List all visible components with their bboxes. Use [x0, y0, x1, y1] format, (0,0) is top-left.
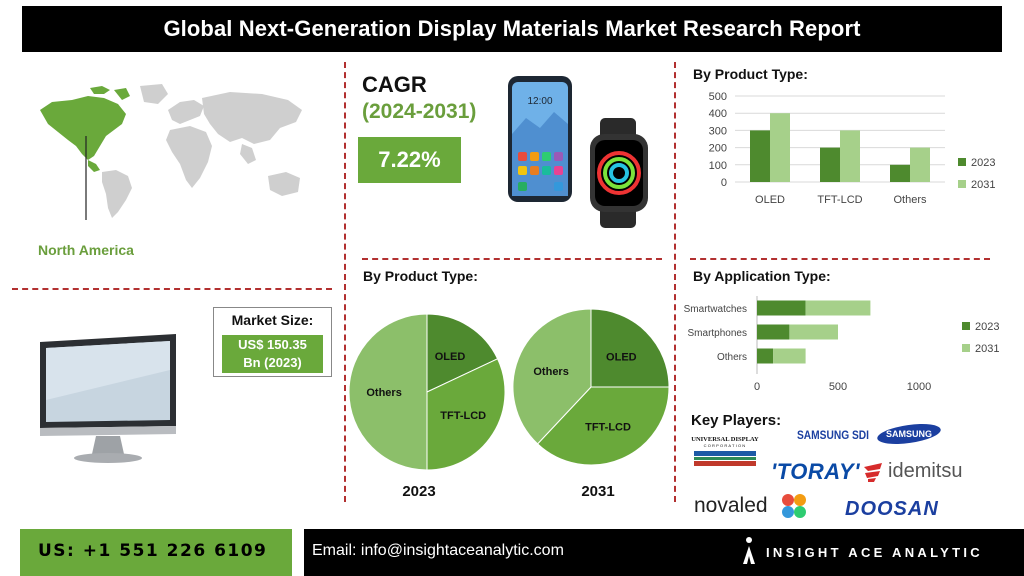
- hbar-chart-title: By Application Type:: [693, 268, 831, 284]
- hbar-others-2031: [773, 348, 806, 364]
- footer-phone: US: +1 551 226 6109: [38, 541, 268, 561]
- pie-label: Others: [533, 366, 568, 378]
- region-label: North America: [38, 242, 134, 258]
- hbar-others-2023: [757, 348, 774, 364]
- divider-middle: [362, 258, 662, 260]
- y-tick-label: 400: [709, 108, 727, 120]
- samsung-logo-text: SAMSUNG: [886, 429, 932, 439]
- hbar-smartphones-2023: [757, 324, 790, 340]
- bar-chart-title: By Product Type:: [693, 66, 808, 82]
- x-tick-label: OLED: [755, 194, 785, 206]
- pie-label: Others: [366, 387, 401, 399]
- divider-vertical-right: [674, 62, 676, 502]
- market-size-label: Market Size:: [231, 312, 314, 328]
- legend-label: 2023: [971, 157, 995, 169]
- y-tick-label: Smartphones: [688, 328, 747, 339]
- legend-swatch: [958, 180, 966, 188]
- x-tick-label: Others: [893, 194, 927, 206]
- insight-ace-logo-icon: [743, 537, 755, 564]
- pie-slice-tft-lcd: [536, 386, 670, 466]
- idemitsu-logo: idemitsu: [888, 460, 963, 482]
- pie-slice-tft-lcd: [426, 358, 506, 471]
- smartwatch-image: [590, 118, 648, 228]
- y-tick-label: 100: [709, 160, 727, 172]
- x-tick-label: 500: [829, 381, 847, 393]
- footer-contact-bar: [304, 529, 1024, 576]
- pie-year-label: 2023: [402, 483, 435, 500]
- legend-swatch: [962, 344, 970, 352]
- pie-label: TFT-LCD: [585, 421, 631, 433]
- divider-vertical-left: [344, 62, 346, 502]
- hbar-smartphones-2031: [789, 324, 838, 340]
- bar-tft-lcd-2023: [820, 147, 840, 182]
- pie-chart-2023: OLED TFT-LCD Others 2023: [348, 313, 506, 500]
- footer-email: Email: info@insightaceanalytic.com: [312, 542, 564, 559]
- market-size-value-line1: US$ 150.35: [238, 337, 307, 352]
- x-tick-label: 1000: [907, 381, 931, 393]
- x-tick-label: TFT-LCD: [817, 194, 862, 206]
- legend-label: 2023: [975, 321, 999, 333]
- pie-label: OLED: [606, 352, 637, 364]
- pie-year-label: 2031: [581, 483, 614, 500]
- universal-display-logo: UNIVERSAL DISPLAY CORPORATION: [691, 436, 759, 466]
- legend-label: 2031: [975, 343, 999, 355]
- market-size-value: US$ 150.35 Bn (2023): [222, 335, 323, 373]
- footer-phone-bar: [20, 529, 292, 576]
- novaled-mark-icon: [782, 494, 806, 518]
- pie-chart-2031: OLED TFT-LCD Others 2031: [512, 308, 670, 500]
- divider-right: [690, 258, 990, 260]
- monitor-image: [40, 334, 176, 463]
- smartphone-image: 12:00: [508, 76, 572, 202]
- hbar-smartwatches-2031: [805, 300, 871, 316]
- universal-display-line1: UNIVERSAL DISPLAY: [691, 436, 759, 443]
- world-map: [40, 84, 302, 220]
- idemitsu-mark-icon: [864, 463, 882, 482]
- legend-label: 2031: [971, 179, 995, 191]
- toray-logo: 'TORAY': [771, 459, 860, 484]
- bar-oled-2031: [770, 113, 790, 182]
- phone-time: 12:00: [527, 96, 552, 107]
- bar-tft-lcd-2031: [840, 130, 860, 182]
- y-tick-label: Smartwatches: [684, 304, 747, 315]
- market-size-value-line2: Bn (2023): [243, 355, 302, 370]
- cagr-value: 7.22%: [358, 137, 461, 183]
- pie-charts-title: By Product Type:: [363, 268, 478, 284]
- page-title: Global Next-Generation Display Materials…: [22, 6, 1002, 52]
- doosan-logo: DOOSAN: [845, 498, 939, 520]
- bar-oled-2023: [750, 130, 770, 182]
- pie-label: TFT-LCD: [440, 410, 486, 422]
- universal-display-line2: CORPORATION: [704, 443, 747, 448]
- novaled-logo: novaled: [694, 494, 768, 517]
- y-tick-label: Others: [717, 352, 747, 363]
- pie-slice-others: [348, 313, 428, 471]
- market-size-box: Market Size: US$ 150.35 Bn (2023): [213, 307, 332, 377]
- bar-others-2023: [890, 164, 910, 182]
- pie-slice-oled: [426, 313, 499, 393]
- legend-swatch: [962, 322, 970, 330]
- samsung-sdi-logo: SAMSUNG SDI: [797, 428, 869, 442]
- application-type-bar-chart: Smartwatches Smartphones Others 0 500 1000 202…: [684, 296, 999, 393]
- key-players-title: Key Players:: [691, 412, 782, 429]
- y-tick-label: 200: [709, 143, 727, 155]
- footer-brand: INSIGHT ACE ANALYTIC: [766, 545, 983, 560]
- pie-slice-oled: [590, 308, 670, 388]
- product-type-bar-chart: 0 100 200 300 400 500 OLED TFT-LCD Others 2023 203…: [709, 91, 996, 206]
- north-america-shape: [40, 96, 126, 160]
- y-tick-label: 0: [721, 177, 727, 189]
- legend-swatch: [958, 158, 966, 166]
- pie-label: OLED: [435, 351, 466, 363]
- hbar-smartwatches-2023: [757, 300, 806, 316]
- y-tick-label: 300: [709, 125, 727, 137]
- bar-others-2031: [910, 147, 930, 182]
- samsung-logo: SAMSUNG: [877, 424, 941, 444]
- x-tick-label: 0: [754, 381, 760, 393]
- pie-slice-others: [512, 308, 592, 445]
- divider-left: [12, 288, 332, 290]
- cagr-label: CAGR: [362, 72, 427, 97]
- y-tick-label: 500: [709, 91, 727, 103]
- cagr-period: (2024-2031): [362, 100, 477, 123]
